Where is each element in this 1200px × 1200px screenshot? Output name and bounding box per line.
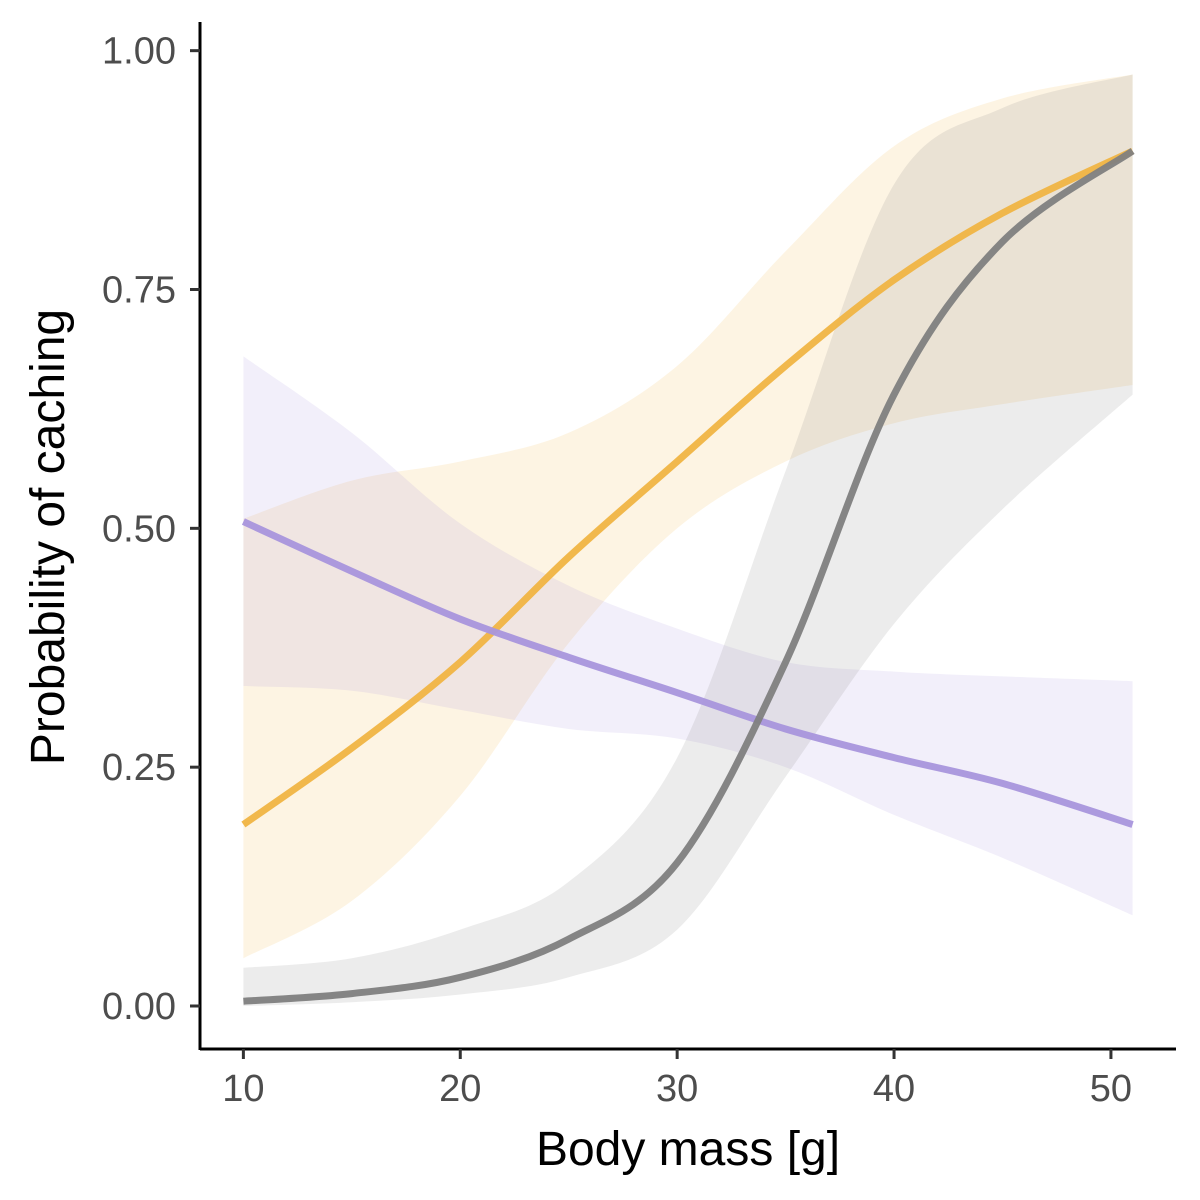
series-line-2 xyxy=(241,518,1134,828)
series-lines xyxy=(241,147,1135,1005)
x-tick-label: 50 xyxy=(1090,1068,1132,1110)
y-tick-label: 0.75 xyxy=(102,269,176,311)
y-axis-title: Probability of caching xyxy=(22,309,75,765)
confidence-band-3 xyxy=(243,74,1133,1006)
x-tick-label: 40 xyxy=(873,1068,915,1110)
y-axis-ticks: 0.00 0.25 0.50 0.75 1.00 xyxy=(102,31,200,1028)
confidence-bands xyxy=(243,74,1133,1006)
x-axis-ticks: 10 20 30 40 50 xyxy=(222,1049,1132,1110)
y-tick-label: 0.25 xyxy=(102,747,176,789)
series-line-3 xyxy=(243,148,1135,1005)
confidence-band-2 xyxy=(243,356,1133,916)
x-tick-label: 20 xyxy=(439,1068,481,1110)
y-tick-label: 0.00 xyxy=(102,986,176,1028)
y-tick-label: 1.00 xyxy=(102,31,176,73)
x-axis-title: Body mass [g] xyxy=(536,1123,840,1176)
y-tick-label: 0.50 xyxy=(102,508,176,550)
x-tick-label: 30 xyxy=(656,1068,698,1110)
confidence-band-1 xyxy=(243,74,1133,959)
x-tick-label: 10 xyxy=(222,1068,264,1110)
series-line-1 xyxy=(241,147,1135,828)
